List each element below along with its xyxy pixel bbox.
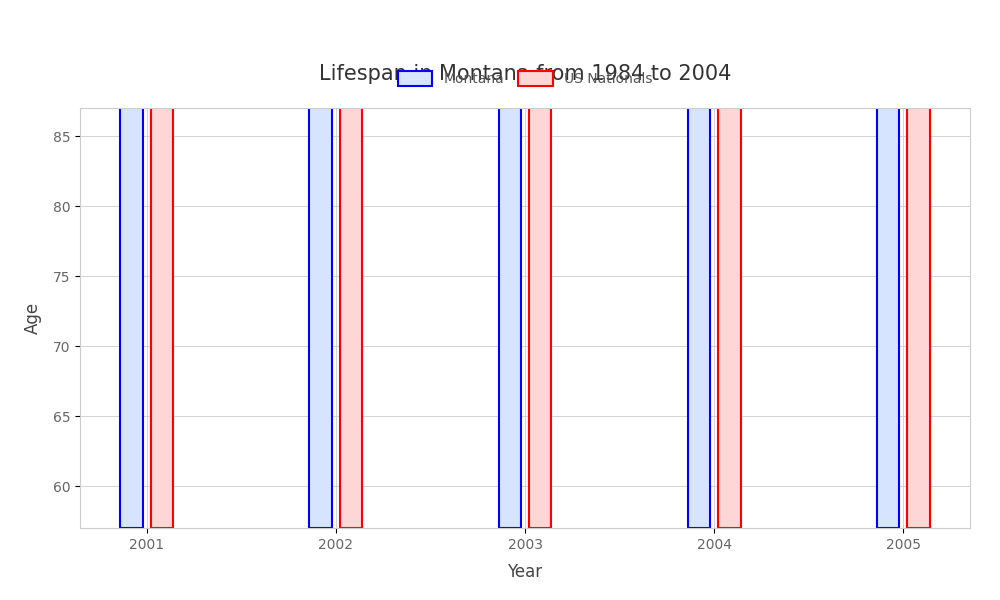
Bar <box>877 0 899 528</box>
Bar <box>907 0 930 528</box>
Bar <box>688 0 710 528</box>
Y-axis label: Age: Age <box>24 302 42 334</box>
Title: Lifespan in Montana from 1984 to 2004: Lifespan in Montana from 1984 to 2004 <box>319 64 731 84</box>
Bar <box>499 0 521 528</box>
Bar <box>120 0 143 528</box>
Bar <box>151 0 173 528</box>
X-axis label: Year: Year <box>507 563 543 581</box>
Legend: Montana, US Nationals: Montana, US Nationals <box>391 65 659 93</box>
Bar <box>340 0 362 528</box>
Bar <box>309 0 332 528</box>
Bar <box>718 0 741 528</box>
Bar <box>529 0 551 528</box>
